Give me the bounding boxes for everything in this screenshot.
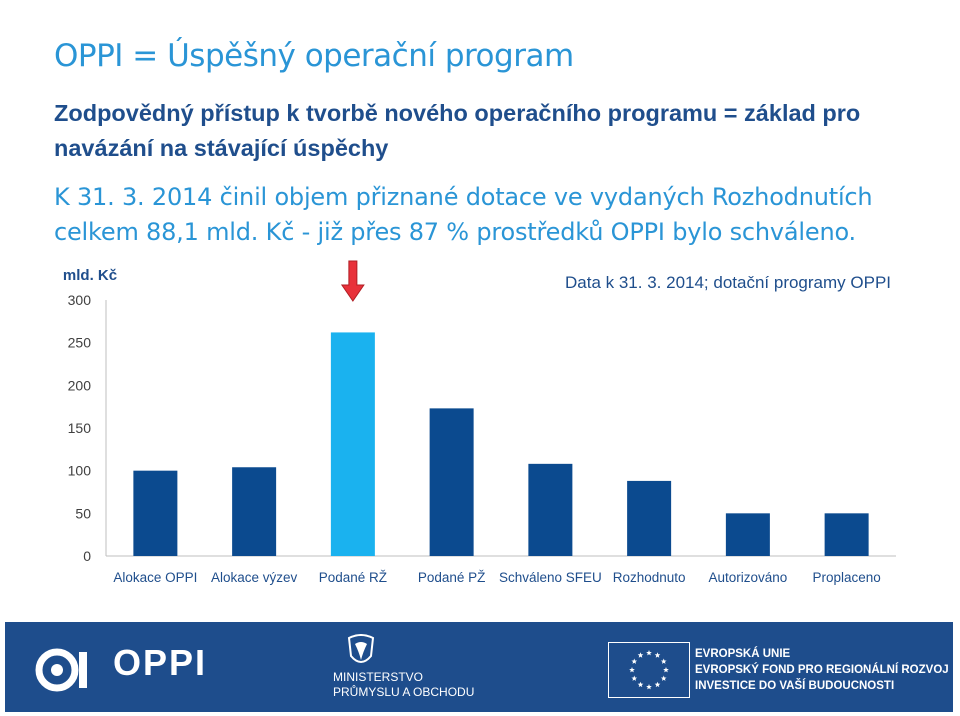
y-axis-label: mld. Kč [63,267,117,284]
ministry-line: MINISTERSTVO [333,670,424,684]
eu-flag-icon [608,642,690,698]
eu-star-icon [629,667,635,673]
y-axis-ticks: 0 50 100 150 200 250 300 [68,292,92,564]
oppi-logo-text: OPPI [113,642,208,683]
y-tick-label: 200 [68,377,92,393]
slide-subtitle: Zodpovědný přístup k tvorbě nového opera… [54,100,861,161]
eu-line: INVESTICE DO VAŠÍ BUDOUCNOSTI [695,680,895,692]
eu-star-icon [637,681,644,688]
slide-body-text: K 31. 3. 2014 činil objem přiznané dotac… [54,183,873,246]
ministry-emblem-icon [347,634,375,663]
eu-text: EVROPSKÁ UNIE EVROPSKÝ FOND PRO REGIONÁL… [695,646,950,694]
y-tick-label: 150 [68,420,92,436]
y-tick-label: 0 [83,548,91,564]
eu-star-icon [637,652,644,658]
bar [528,463,573,556]
bar [429,408,474,556]
eu-star-icon [663,667,669,673]
bar [725,513,770,556]
eu-star-icon [646,650,652,656]
slide-title: OPPI = Úspěšný operační program [54,38,574,74]
down-arrow-icon [340,260,365,302]
ministry-text: MINISTERSTVO PRŮMYSLU A OBCHODU [333,670,503,700]
y-tick-label: 250 [68,335,92,351]
eu-star-icon [646,684,652,690]
x-tick-label: Autorizováno [708,570,787,585]
eu-star-icon [660,675,667,681]
x-tick-label: Alokace OPPI [113,570,197,585]
eu-star-icon [654,652,661,658]
eu-star-icon [660,658,667,664]
x-tick-label: Proplaceno [812,570,880,585]
bar [627,480,672,556]
bar-chart: 0 50 100 150 200 250 300 mld. Kč Data k 31. 3.… [63,260,896,585]
bars [133,332,869,556]
footer-banner: OPPI MINISTERSTVO PRŮMYSLU A OBCHODU EVR… [5,622,953,712]
y-tick-label: 100 [68,463,92,479]
eu-star-icon [631,658,638,664]
eu-star-icon [654,681,661,688]
x-axis-labels: Alokace OPPI Alokace výzev Podané RŽ Podané… [113,570,880,585]
eu-line: EVROPSKÝ FOND PRO REGIONÁLNÍ ROZVOJ [695,664,949,676]
x-tick-label: Alokace výzev [211,570,298,585]
x-tick-label: Rozhodnuto [613,570,686,585]
bar [133,470,178,556]
x-tick-label: Podané PŽ [418,570,486,585]
bar [330,332,375,556]
x-tick-label: Podané RŽ [319,570,387,585]
bar [232,467,277,556]
eu-line: EVROPSKÁ UNIE [695,648,791,660]
highlight-arrow [340,260,365,302]
bar [824,513,869,556]
y-tick-label: 300 [68,292,92,308]
chart-title: Data k 31. 3. 2014; dotační programy OPP… [565,273,891,292]
ministry-line: PRŮMYSLU A OBCHODU [333,685,475,699]
oppi-logo-icon [35,648,87,692]
x-tick-label: Schváleno SFEU [499,570,602,585]
y-tick-label: 50 [75,505,91,521]
eu-star-icon [631,675,638,681]
